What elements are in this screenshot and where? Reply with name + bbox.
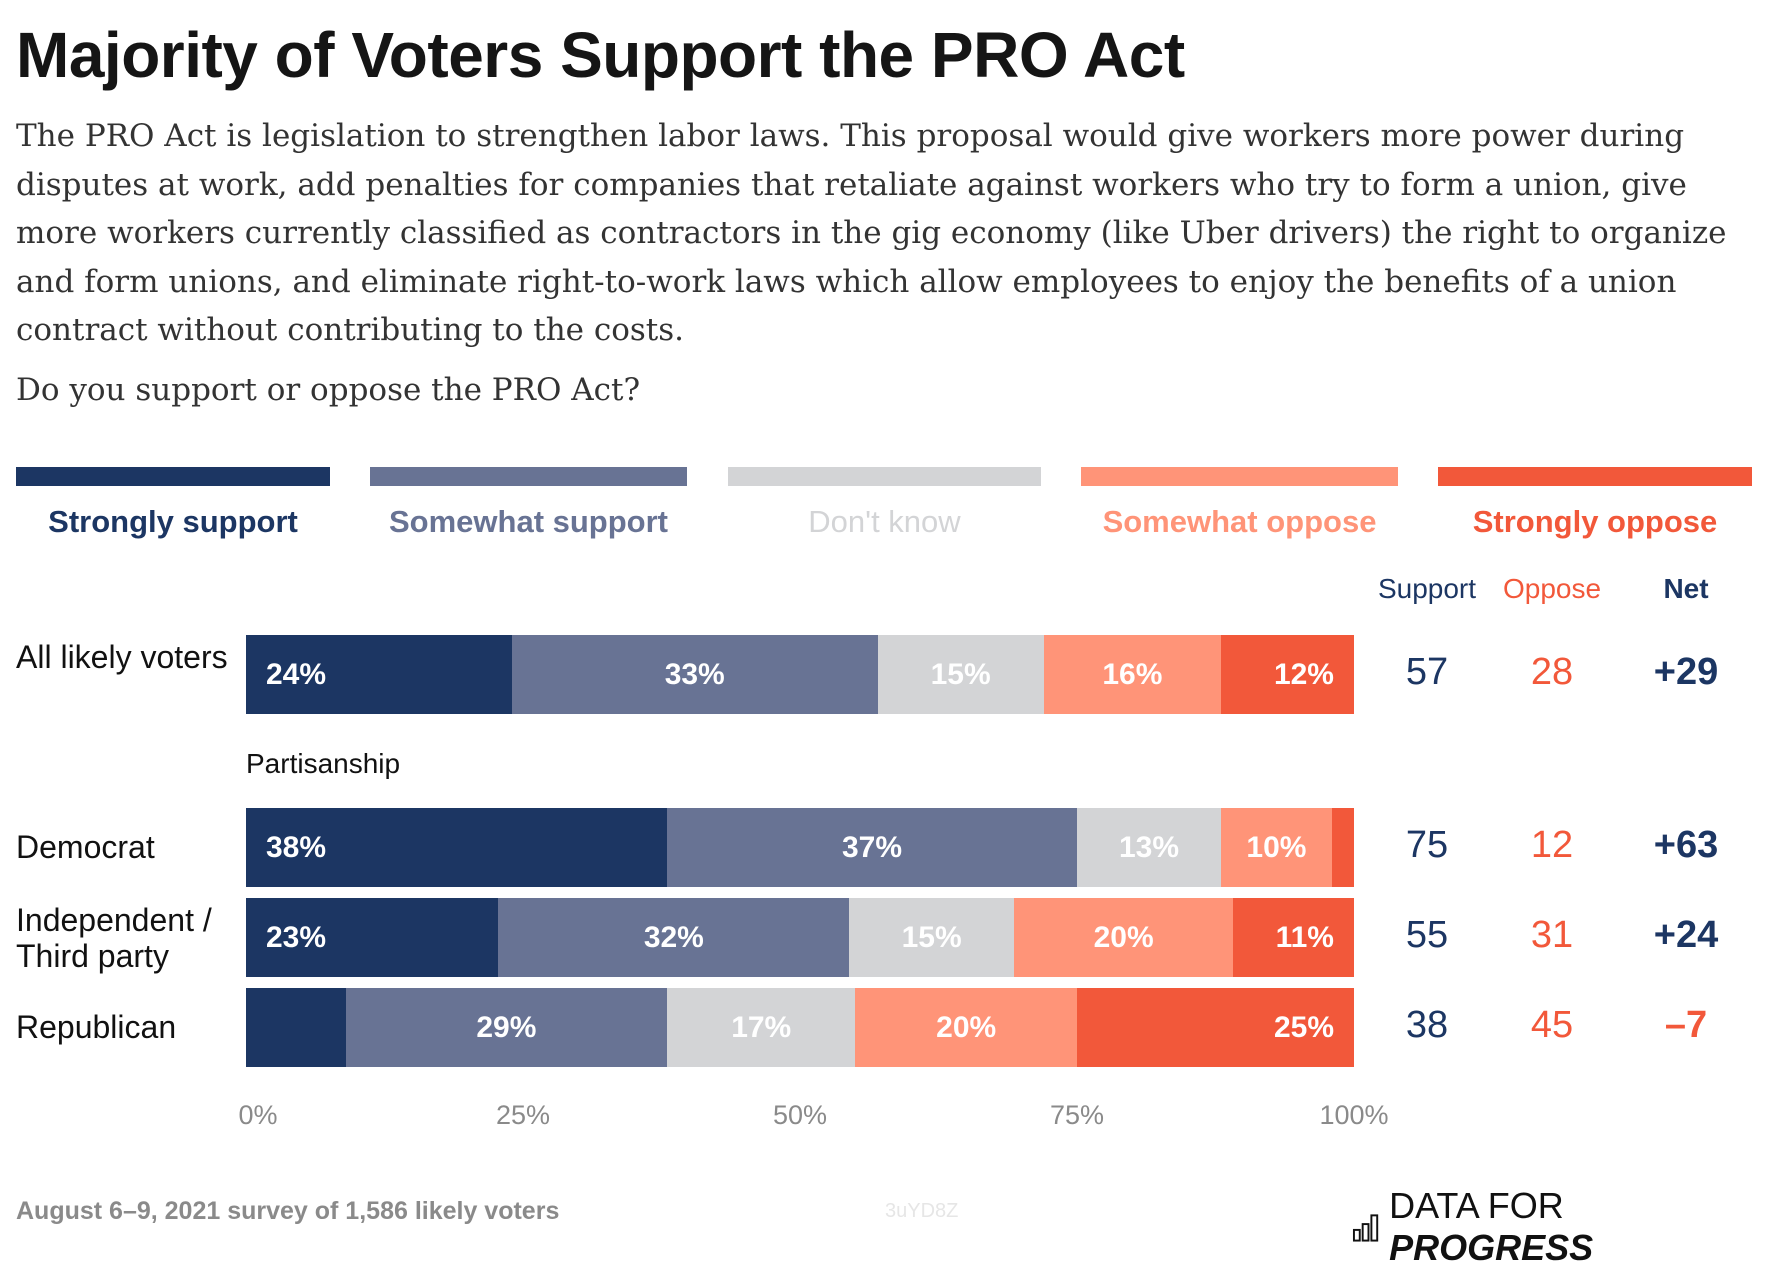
bar-segment: 17% (667, 988, 856, 1067)
data-label: 23% (266, 920, 327, 954)
row-label: All likely voters (16, 639, 228, 675)
oppose-value: 45 (1530, 1004, 1574, 1046)
data-label: 29% (476, 1010, 537, 1044)
support-value: 57 (1405, 651, 1449, 693)
data-label: 20% (936, 1010, 997, 1044)
bar-segment: 15% (849, 898, 1014, 977)
support-header: Support (1377, 573, 1477, 604)
data-label: 16% (1102, 657, 1163, 691)
net-value: –7 (1664, 1004, 1708, 1046)
bar-segment: 37% (667, 808, 1077, 887)
bar-segment: 13% (1077, 808, 1222, 887)
legend-label: Strongly support (48, 504, 298, 539)
data-label: 24% (266, 657, 327, 691)
legend-label: Don't know (808, 504, 961, 539)
legend-swatch (16, 467, 330, 486)
legend-swatch (1081, 467, 1398, 486)
bar-segment: 12% (1221, 635, 1354, 714)
legend-item: Somewhat oppose (1081, 467, 1398, 547)
bar-segment: 11% (1233, 898, 1354, 977)
data-label: 33% (664, 657, 725, 691)
bar-segment: 16% (1043, 635, 1222, 714)
net-value: +29 (1653, 651, 1719, 693)
stacked-bar: 24% 33% 15% 16% 12% (246, 635, 1354, 714)
bar-segment: 33% (511, 635, 878, 714)
legend-swatch (1438, 467, 1752, 486)
bar-segment: 15% (877, 635, 1044, 714)
x-tick-label: 75% (1049, 1100, 1105, 1130)
bar-segment: 20% (1013, 898, 1234, 977)
bar-segment (1331, 808, 1354, 887)
data-label: 38% (266, 830, 327, 864)
bar-segment: 24% (246, 635, 512, 714)
row-label: Independent / Third party (16, 902, 212, 974)
net-value: +24 (1653, 914, 1719, 956)
data-label: 15% (901, 920, 962, 954)
x-tick-label: 25% (495, 1100, 551, 1130)
data-label: 15% (930, 657, 991, 691)
oppose-value: 28 (1530, 651, 1574, 693)
data-label: 12% (1273, 657, 1334, 691)
data-label: 13% (1118, 830, 1180, 864)
bar-segment: 29% (345, 988, 668, 1067)
logo-text: DATA FOR (1389, 1185, 1564, 1226)
legend-item: Don't know (728, 467, 1041, 547)
x-tick-label: 100% (1319, 1100, 1389, 1130)
x-tick-label: 50% (772, 1100, 828, 1130)
legend-item: Strongly oppose (1438, 467, 1752, 547)
support-value: 55 (1405, 914, 1449, 956)
stacked-bar: 38% 37% 13% 10% (246, 808, 1354, 887)
net-header: Net (1663, 573, 1709, 604)
data-label: 25% (1273, 1010, 1334, 1044)
oppose-value: 12 (1530, 824, 1574, 866)
group-label: Partisanship (246, 748, 401, 779)
support-value: 38 (1405, 1004, 1449, 1046)
legend-label: Strongly oppose (1472, 504, 1718, 539)
row-label: Republican (16, 1009, 177, 1045)
legend-label: Somewhat oppose (1102, 504, 1377, 539)
chart-title: Majority of Voters Support the PRO Act (16, 19, 1185, 91)
data-label: 11% (1275, 920, 1334, 954)
data-label: 20% (1093, 920, 1154, 954)
footer-source: August 6–9, 2021 survey of 1,586 likely … (16, 1197, 560, 1225)
logo: DATA FOR PROGRESS (1352, 1185, 1766, 1269)
oppose-value: 31 (1530, 914, 1574, 956)
bar-segment: 23% (246, 898, 499, 977)
data-label: 10% (1246, 830, 1307, 864)
chart-description: The PRO Act is legislation to strengthen… (16, 118, 1727, 348)
data-label: 32% (643, 920, 704, 954)
bar-segment (246, 988, 346, 1067)
bar-segment: 20% (855, 988, 1077, 1067)
bar-segment: 25% (1077, 988, 1354, 1067)
chart-code: 3uYD8Z (885, 1200, 959, 1222)
legend-swatch (728, 467, 1041, 486)
legend-swatch (370, 467, 687, 486)
oppose-header: Oppose (1502, 573, 1602, 604)
row-label: Democrat (16, 829, 155, 865)
bar-segment: 32% (498, 898, 850, 977)
survey-question: Do you support or oppose the PRO Act? (16, 372, 641, 408)
stacked-bar: 23% 32% 15% 20% 11% (246, 898, 1354, 977)
data-label: 17% (731, 1010, 792, 1044)
legend-item: Somewhat support (370, 467, 687, 547)
legend-item: Strongly support (16, 467, 330, 547)
x-tick-label: 0% (238, 1100, 278, 1130)
bar-segment: 38% (246, 808, 668, 887)
net-value: +63 (1653, 824, 1719, 866)
bar-segment: 10% (1221, 808, 1332, 887)
stacked-bar: 29% 17% 20% 25% (246, 988, 1354, 1067)
legend-label: Somewhat support (388, 504, 668, 539)
support-value: 75 (1405, 824, 1449, 866)
data-label: 37% (841, 830, 903, 864)
logo-text-bold: PROGRESS (1389, 1227, 1594, 1268)
